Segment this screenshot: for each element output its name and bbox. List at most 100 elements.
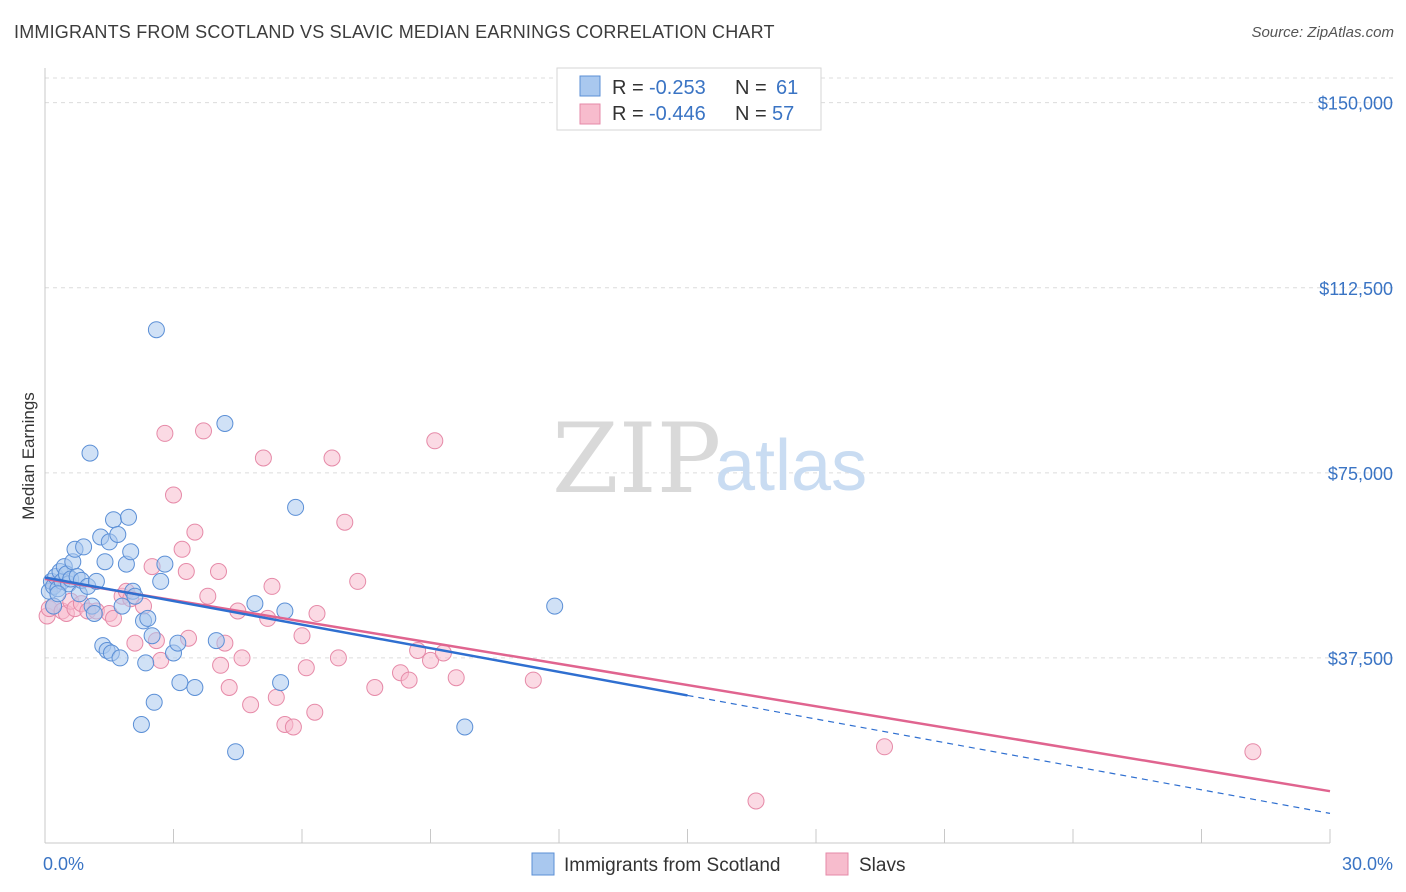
slavs-point xyxy=(349,572,367,590)
slavs-point xyxy=(366,679,384,696)
slavs-point xyxy=(434,644,452,662)
bottom-legend-swatch-scotland xyxy=(531,852,555,876)
scotland-point xyxy=(75,538,93,556)
slavs-point xyxy=(263,577,281,595)
y-axis-label: Median Earnings xyxy=(19,392,38,520)
x-tick-label: 0.0% xyxy=(43,854,84,874)
slavs-point xyxy=(400,671,418,689)
slavs-point xyxy=(156,424,174,442)
scotland-point xyxy=(152,572,170,590)
slavs-point xyxy=(233,649,251,667)
scotland-point xyxy=(171,674,189,692)
slavs-point xyxy=(426,432,444,450)
slavs-point xyxy=(165,486,182,504)
y-tick-labels: $37,500 $75,000 $112,500 $150,000 xyxy=(1318,94,1393,669)
scotland-point xyxy=(113,597,131,615)
slavs-point xyxy=(293,627,311,645)
scotland-point xyxy=(456,718,474,736)
legend-n-label-scotland: N = xyxy=(735,77,767,99)
legend-swatch-scotland xyxy=(579,75,601,97)
slavs-point xyxy=(284,718,302,736)
scotland-point xyxy=(147,321,165,339)
top-legend-box xyxy=(556,67,822,131)
y-tick-label: $112,500 xyxy=(1319,279,1393,299)
bottom-legend-label-slavs: Slavs xyxy=(859,855,905,876)
data-points xyxy=(38,321,1262,810)
scotland-point xyxy=(111,649,129,667)
scotland-point xyxy=(81,444,99,462)
scotland-point xyxy=(105,511,122,529)
legend-n-value-scotland: 61 xyxy=(776,77,798,99)
scotland-point xyxy=(49,585,67,603)
slavs-point xyxy=(254,449,272,467)
scotland-point xyxy=(85,605,103,622)
slavs-point xyxy=(422,651,439,669)
slavs-point xyxy=(186,523,204,541)
slavs-point xyxy=(876,738,893,756)
scotland-point xyxy=(145,693,163,711)
slavs-point xyxy=(308,605,326,622)
scotland-point xyxy=(156,555,174,573)
scotland-point xyxy=(207,632,225,650)
chart-source: Source: ZipAtlas.com xyxy=(1251,24,1394,41)
slavs-point xyxy=(177,563,195,580)
trend-line-scotland-extension xyxy=(687,694,1331,814)
slavs-point xyxy=(210,563,227,580)
x-tick-labels: 0.0% 30.0% xyxy=(43,854,1393,874)
slavs-point xyxy=(212,656,230,674)
slavs-point xyxy=(220,679,238,696)
x-tick-label: 30.0% xyxy=(1342,854,1393,874)
scotland-point xyxy=(96,553,114,571)
scotland-point xyxy=(120,508,137,526)
trend-lines xyxy=(44,576,1331,814)
trend-line-scotland xyxy=(44,576,688,697)
slavs-point xyxy=(747,792,765,810)
slavs-point xyxy=(306,703,324,721)
scotland-point xyxy=(139,609,157,627)
slavs-point xyxy=(199,587,217,605)
chart-title: IMMIGRANTS FROM SCOTLAND VS SLAVIC MEDIA… xyxy=(14,22,775,42)
trend-line-slavs xyxy=(44,577,1331,793)
legend-r-label-slavs: R = xyxy=(612,103,644,125)
scotland-point xyxy=(109,526,127,543)
scotland-point xyxy=(227,743,245,761)
legend-r-value-scotland: -0.253 xyxy=(649,77,706,99)
legend-r-value-slavs: -0.446 xyxy=(649,103,706,125)
slavs-point xyxy=(126,634,144,652)
slavs-point xyxy=(323,449,341,467)
scotland-point xyxy=(143,627,161,645)
legend-swatch-slavs xyxy=(579,103,601,125)
watermark-atlas: atlas xyxy=(715,426,867,506)
y-tick-label: $75,000 xyxy=(1328,464,1393,484)
slavs-point xyxy=(173,540,191,558)
slavs-point xyxy=(267,688,285,706)
scotland-point xyxy=(169,634,187,652)
scotland-point xyxy=(246,595,264,613)
scotland-point xyxy=(272,674,290,692)
top-legend: R = -0.253 N = 61 R = -0.446 N = 57 xyxy=(556,67,822,131)
bottom-legend-swatch-slavs xyxy=(825,852,849,876)
slavs-point xyxy=(242,696,260,714)
bottom-legend-label-scotland: Immigrants from Scotland xyxy=(564,855,780,876)
watermark-zip: ZIP xyxy=(552,403,721,515)
slavs-point xyxy=(1244,743,1262,761)
scotland-point xyxy=(122,543,140,561)
slavs-point xyxy=(447,669,465,687)
scotland-point xyxy=(137,654,155,672)
slavs-point xyxy=(195,422,212,440)
slavs-point xyxy=(336,513,354,531)
y-tick-label: $37,500 xyxy=(1328,649,1393,669)
legend-n-label-slavs: N = xyxy=(735,103,767,125)
slavs-point xyxy=(524,671,542,689)
scotland-point xyxy=(216,415,234,432)
legend-n-value-slavs: 57 xyxy=(772,103,794,125)
bottom-legend: Immigrants from Scotland Slavs xyxy=(531,852,905,876)
scotland-point xyxy=(132,716,150,733)
axes xyxy=(44,68,1331,844)
legend-r-label-scotland: R = xyxy=(612,77,644,99)
grid-lines xyxy=(45,77,1395,659)
scotland-point xyxy=(186,679,204,696)
slavs-point xyxy=(297,659,315,677)
y-tick-label: $150,000 xyxy=(1318,94,1393,114)
